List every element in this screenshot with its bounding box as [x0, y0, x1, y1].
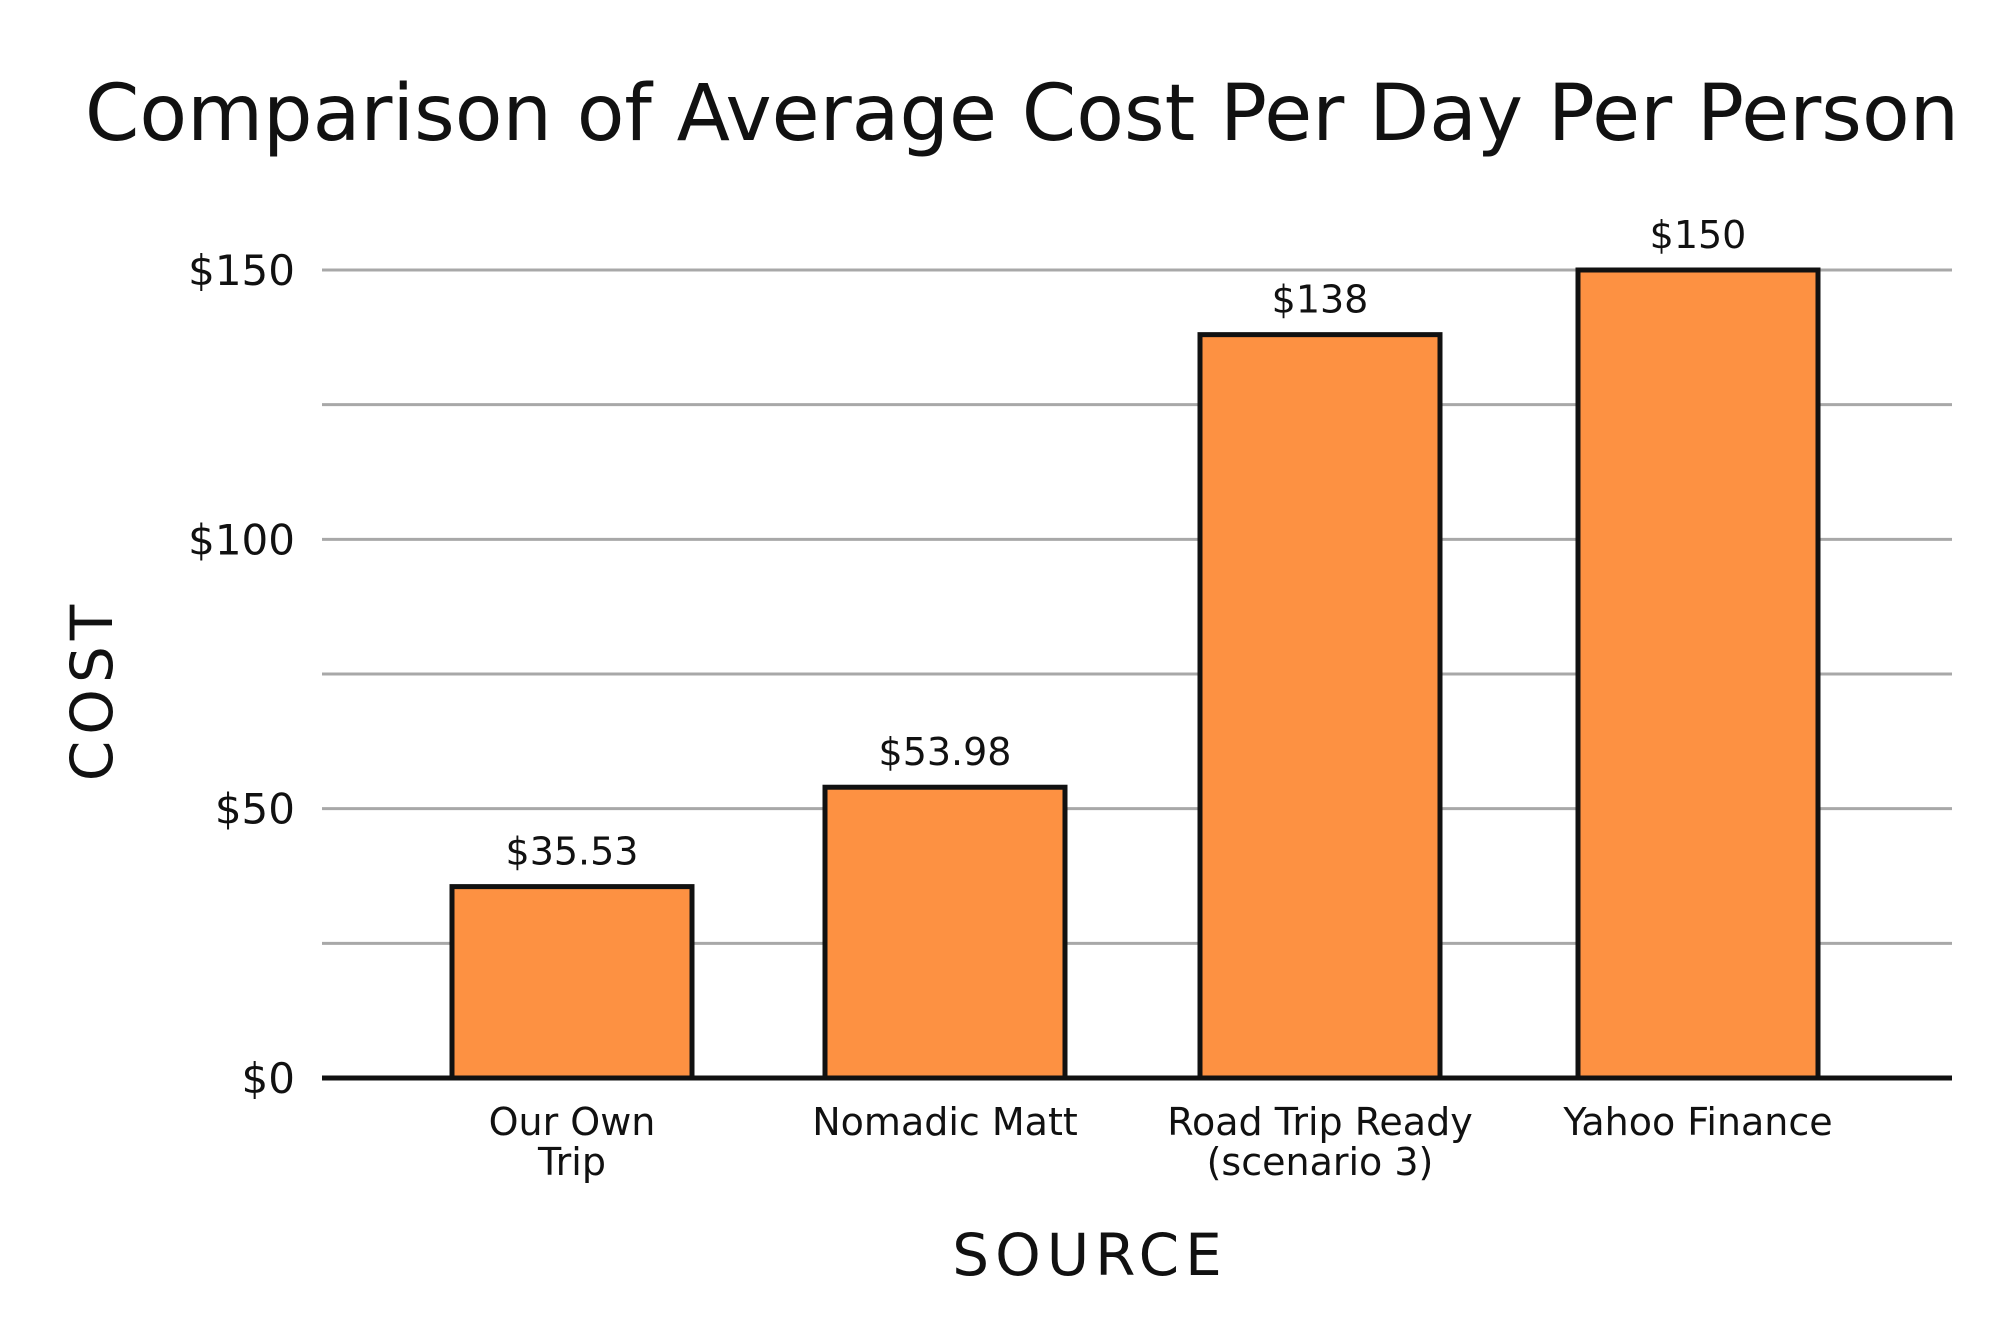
data-labels: $35.53 $53.98 $138 $150 [506, 213, 1747, 874]
bar [822, 784, 1068, 1081]
bars [449, 267, 1821, 1081]
x-tick-label: Nomadic Matt [812, 1100, 1078, 1144]
y-tick-label: $50 [215, 785, 295, 834]
y-tick-label: $100 [188, 515, 295, 564]
data-label: $138 [1272, 278, 1369, 322]
y-axis-ticks: $0 $50 $100 $150 [188, 246, 295, 1103]
bar [1575, 267, 1821, 1081]
data-label: $35.53 [506, 830, 639, 874]
x-tick-label: Yahoo Finance [1562, 1100, 1832, 1144]
y-axis-label: COST [58, 599, 126, 781]
x-tick-label: Road Trip Ready (scenario 3) [1167, 1100, 1472, 1184]
bar [1197, 332, 1443, 1081]
x-tick-label: Our Own Trip [489, 1100, 656, 1184]
data-label: $150 [1650, 213, 1747, 257]
data-label: $53.98 [879, 730, 1012, 774]
y-tick-label: $0 [242, 1054, 295, 1103]
bar [449, 884, 695, 1081]
x-axis-label: SOURCE [952, 1221, 1227, 1289]
y-tick-label: $150 [188, 246, 295, 295]
chart-title: Comparison of Average Cost Per Day Per P… [85, 69, 1959, 159]
x-axis-categories: Our Own Trip Nomadic Matt Road Trip Ready (s… [489, 1100, 1833, 1184]
